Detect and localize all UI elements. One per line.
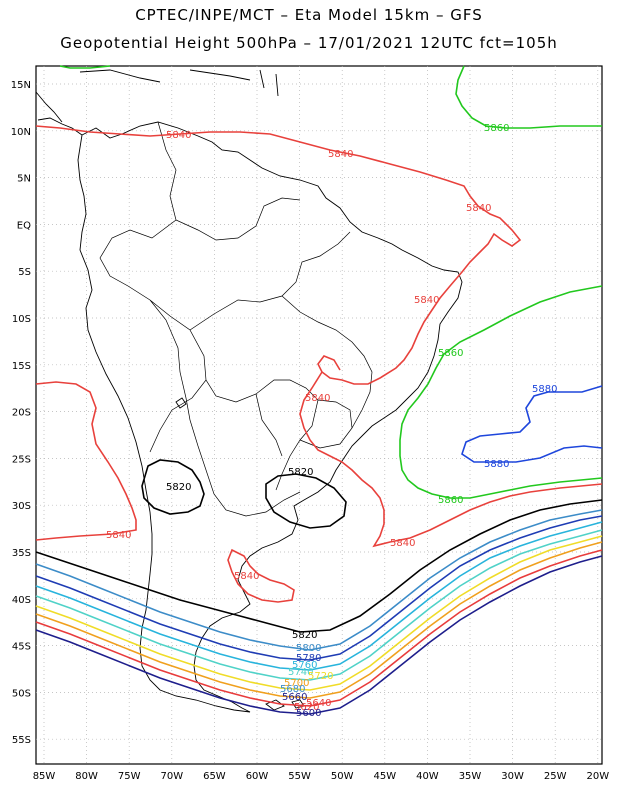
- contour-label: 5860: [438, 348, 463, 359]
- contour-label: 5880: [532, 384, 557, 395]
- contour-label: 5820: [292, 630, 317, 641]
- contour-5680: [35, 549, 603, 707]
- map-title-line1: CPTEC/INPE/MCT – Eta Model 15km – GFS: [135, 6, 483, 24]
- contour-label: 5840: [466, 203, 491, 214]
- lat-lon-grid: [36, 66, 602, 764]
- lon-tick-label: 35W: [459, 771, 482, 782]
- contour-label: 5840: [305, 393, 330, 404]
- contour-label: 5840: [328, 149, 353, 160]
- contour-5700: [35, 541, 603, 699]
- map-frame: [35, 65, 603, 765]
- contour-label: 5860: [484, 123, 509, 134]
- contour-5800: [35, 509, 603, 651]
- contour-label: 5880: [484, 459, 509, 470]
- contour-label: 5740: [288, 667, 313, 678]
- contour-5840-north: [35, 125, 522, 385]
- contour-5740: [35, 529, 603, 681]
- lake-titicaca: [175, 397, 187, 409]
- contour-labels: 5840 5840 5840 5840 5840 5840 5840 5840 …: [106, 123, 557, 719]
- lon-tick-label: 80W: [75, 771, 98, 782]
- lon-tick-label: 60W: [246, 771, 269, 782]
- lat-tick-label: 10S: [12, 314, 31, 325]
- lon-tick-label: 45W: [373, 771, 396, 782]
- lat-tick-label: 35S: [12, 548, 31, 559]
- contour-5860-north: [455, 65, 602, 129]
- south-america-coastline: [77, 121, 463, 713]
- contour-label: 5840: [414, 295, 439, 306]
- map-title-line2: Geopotential Height 500hPa – 17/01/2021 …: [60, 34, 558, 52]
- contour-label: 5660: [282, 692, 307, 703]
- lat-tick-label: 5N: [17, 174, 31, 185]
- lat-tick-label: 5S: [18, 267, 31, 278]
- contour-label: 5720: [308, 671, 333, 682]
- contour-label: 5820: [166, 482, 191, 493]
- lat-tick-label: 50S: [12, 688, 31, 699]
- axis-tick-labels: 15N 10N 5N EQ 5S 10S 15S 20S 25S 30S 35S 40S 45S 50S 5…: [11, 80, 609, 782]
- contour-5860-top: [59, 65, 111, 69]
- cuba-hispaniola: [79, 69, 279, 97]
- contour-5840-west: [35, 381, 137, 541]
- contour-label: 5680: [280, 684, 305, 695]
- contour-5820-loop-west: [141, 459, 205, 515]
- contour-label: 5840: [106, 530, 131, 541]
- contour-label: 5600: [296, 708, 321, 719]
- contour-5820-south: [35, 499, 603, 633]
- contour-5820-loop-east: [265, 473, 347, 529]
- lon-tick-label: 65W: [203, 771, 226, 782]
- contour-5720: [35, 535, 603, 691]
- lon-tick-label: 75W: [118, 771, 141, 782]
- lat-tick-label: 15N: [11, 80, 31, 91]
- lat-tick-label: 20S: [12, 408, 31, 419]
- lat-tick-label: 55S: [12, 735, 31, 746]
- contour-label: 5840: [390, 538, 415, 549]
- contour-label: 5700: [284, 678, 309, 689]
- contour-5840-patagonia: [227, 548, 295, 603]
- contour-5840-mid: [299, 371, 603, 548]
- contour-5860-south: [399, 285, 603, 499]
- contour-5880: [461, 385, 603, 463]
- lon-tick-label: 20W: [586, 771, 609, 782]
- contour-5780: [35, 515, 603, 661]
- lon-tick-label: 25W: [544, 771, 567, 782]
- contour-label: 5800: [296, 643, 321, 654]
- lat-tick-label: 15S: [12, 361, 31, 372]
- lon-tick-label: 55W: [288, 771, 311, 782]
- lat-tick-label: 40S: [12, 595, 31, 606]
- country-borders: [99, 121, 373, 517]
- contour-label: 5760: [292, 660, 317, 671]
- contour-label: 5640: [306, 698, 331, 709]
- lon-tick-label: 70W: [160, 771, 183, 782]
- contour-label: 5620: [294, 702, 319, 713]
- contour-label: 5780: [296, 653, 321, 664]
- lon-tick-label: 30W: [501, 771, 524, 782]
- contour-label: 5840: [234, 571, 259, 582]
- contour-5660: [35, 555, 603, 715]
- lon-tick-label: 40W: [416, 771, 439, 782]
- contour-label: 5840: [166, 130, 191, 141]
- lat-tick-label: EQ: [17, 220, 31, 231]
- coastlines-and-borders: [35, 69, 463, 713]
- lat-tick-label: 30S: [12, 501, 31, 512]
- lat-tick-label: 10N: [11, 127, 31, 138]
- lat-tick-label: 45S: [12, 642, 31, 653]
- contour-label: 5820: [288, 467, 313, 478]
- lon-tick-label: 85W: [33, 771, 56, 782]
- contour-label: 5860: [438, 495, 463, 506]
- lat-tick-label: 25S: [12, 454, 31, 465]
- contour-5760: [35, 521, 603, 671]
- lon-tick-label: 50W: [331, 771, 354, 782]
